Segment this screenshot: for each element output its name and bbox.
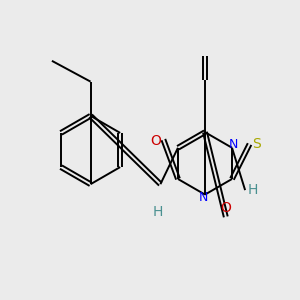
Text: N: N [229, 138, 238, 151]
Text: O: O [220, 201, 231, 215]
Text: S: S [253, 137, 261, 151]
Text: H: H [152, 206, 163, 219]
Text: H: H [248, 183, 258, 197]
Text: N: N [199, 191, 208, 204]
Text: O: O [151, 134, 161, 148]
